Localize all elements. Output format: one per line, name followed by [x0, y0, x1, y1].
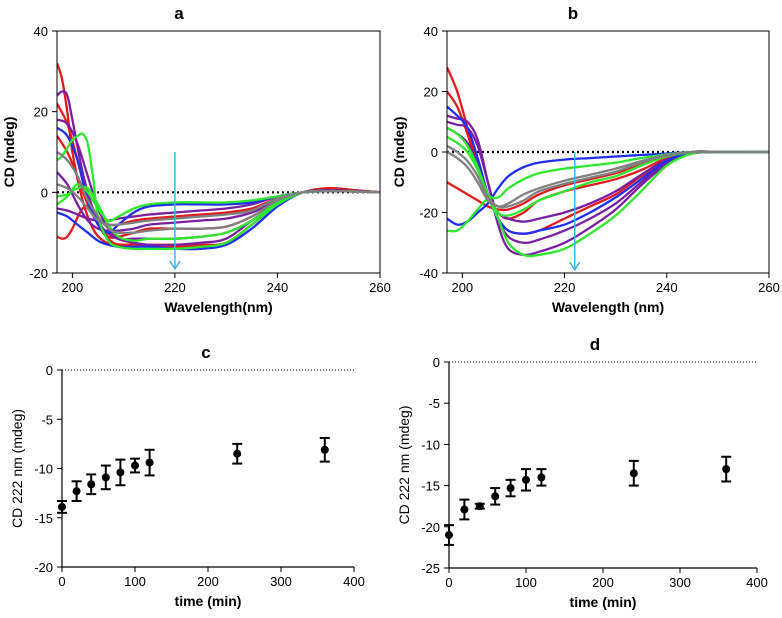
x-axis-title: Wavelength (nm): [552, 299, 664, 315]
data-point: [131, 461, 139, 470]
y-tick-label: -20: [29, 266, 48, 281]
data-point: [72, 487, 81, 496]
panel-label: d: [590, 335, 600, 354]
x-tick-label: 400: [343, 574, 365, 589]
y-tick-label: 20: [424, 85, 438, 100]
y-tick-label: 0: [41, 185, 48, 200]
trend-arrow-head: [169, 260, 181, 271]
chart-panel-c: c 0 100 200 300 400 -20 -15 -10 -5 0 time (min) CD 2…: [9, 343, 365, 609]
x-tick-label: 200: [451, 280, 473, 295]
chart-panel-a: a 200 220 240 260 -20 0 20 40 Wavelength(nm) CD (m…: [1, 4, 391, 315]
panel-label: c: [201, 343, 210, 362]
x-axis-title: Wavelength(nm): [164, 299, 272, 315]
y-tick-label: -20: [34, 560, 53, 575]
data-point: [101, 473, 110, 482]
x-tick-label: 200: [592, 575, 614, 590]
x-axis-title: time (min): [570, 594, 637, 610]
y-tick-label: 0: [433, 355, 440, 370]
chart-panel-b: b 200 220 240 260 -40 -20 0 20 40 Wavelength (nm) C…: [391, 4, 780, 315]
x-tick-label: 240: [656, 280, 678, 295]
x-tick-label: 100: [124, 574, 146, 589]
trend-arrow-head: [569, 261, 581, 272]
plot-frame: [56, 30, 381, 274]
y-tick-label: -15: [34, 511, 53, 526]
data-point: [506, 484, 515, 493]
x-tick-label: 0: [445, 575, 452, 590]
data-point: [233, 449, 242, 458]
x-tick-label: 260: [369, 280, 391, 295]
y-axis-title: CD (mdeg): [1, 117, 17, 188]
panel-label: b: [568, 4, 578, 23]
y-tick-label: -20: [421, 520, 440, 535]
y-tick-label: -40: [419, 266, 438, 281]
series-group: [57, 62, 380, 251]
data-point: [537, 473, 546, 482]
y-tick-label: 40: [34, 24, 48, 39]
y-tick-label: 40: [424, 24, 438, 39]
y-tick-label: 20: [34, 105, 48, 120]
data-point: [629, 469, 638, 478]
data-point: [491, 492, 500, 501]
x-tick-label: 300: [669, 575, 691, 590]
x-tick-label: 400: [746, 575, 768, 590]
y-tick-label: -10: [421, 437, 440, 452]
chart-panel-d: d 0 100 200 300 400 -25 -20 -15 -10 -5 0 time (min) C…: [396, 335, 768, 610]
series-line-13: [447, 150, 769, 208]
x-tick-label: 100: [515, 575, 537, 590]
y-tick-label: 0: [46, 363, 53, 378]
x-axis-title: time (min): [175, 593, 242, 609]
x-tick-label: 240: [267, 280, 289, 295]
data-point: [460, 505, 469, 514]
y-tick-label: -15: [421, 479, 440, 494]
y-tick-label: 0: [431, 145, 438, 160]
x-tick-label: 220: [164, 280, 186, 295]
x-tick-label: 0: [58, 574, 65, 589]
y-tick-label: -20: [419, 206, 438, 221]
data-point: [475, 502, 484, 511]
x-tick-label: 200: [197, 574, 219, 589]
points-group: [57, 436, 330, 514]
series-line-10: [447, 135, 769, 200]
y-axis-title: CD 222 nm (mdeg): [9, 409, 25, 528]
series-line-4: [57, 135, 380, 227]
y-axis-title: CD 222 nm (mdeg): [396, 405, 412, 524]
y-tick-label: -5: [428, 396, 440, 411]
data-point: [522, 475, 530, 484]
y-axis-title: CD (mdeg): [391, 117, 407, 188]
points-group: [444, 455, 732, 546]
x-tick-label: 200: [62, 280, 84, 295]
x-tick-label: 260: [758, 280, 780, 295]
data-point: [320, 445, 329, 454]
y-tick-label: -5: [41, 412, 53, 427]
data-point: [87, 480, 96, 489]
x-tick-label: 300: [270, 574, 292, 589]
series-line-15: [57, 183, 380, 227]
series-line-4: [447, 114, 769, 257]
y-tick-label: -25: [421, 561, 440, 576]
data-point: [145, 458, 154, 467]
x-tick-label: 220: [554, 280, 576, 295]
series-group: [447, 66, 769, 258]
data-point: [116, 468, 125, 477]
y-tick-label: -10: [34, 462, 53, 477]
panel-label: a: [174, 4, 184, 23]
data-point: [722, 465, 731, 474]
